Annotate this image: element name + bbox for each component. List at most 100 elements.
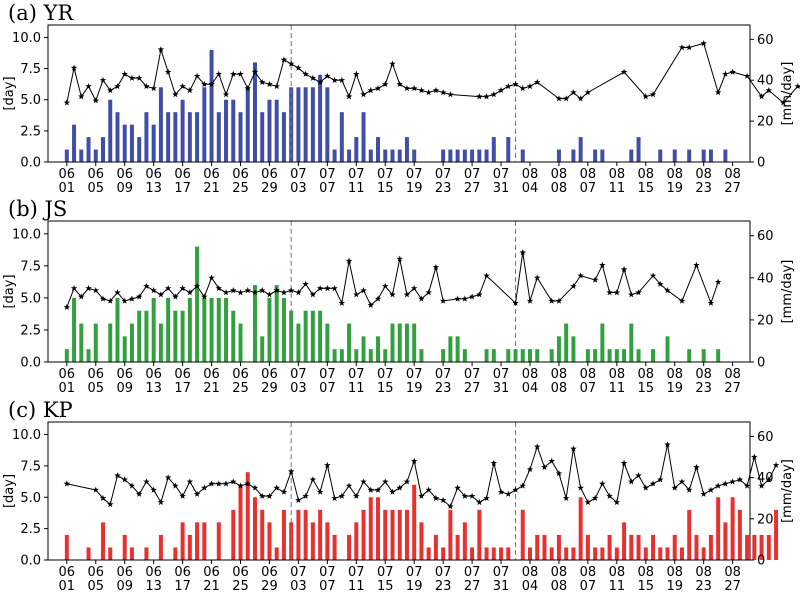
x-tick-day: 03 bbox=[290, 181, 307, 196]
bar bbox=[600, 547, 605, 560]
bar bbox=[629, 323, 634, 362]
x-tick-month: 06 bbox=[261, 367, 278, 382]
bar bbox=[622, 522, 627, 560]
precip-point bbox=[215, 70, 223, 77]
bar bbox=[108, 547, 113, 560]
y-tick-label: 10.0 bbox=[12, 227, 41, 242]
precip-point bbox=[150, 486, 157, 493]
bar bbox=[376, 336, 380, 362]
bar bbox=[86, 137, 91, 162]
bar bbox=[187, 297, 192, 362]
precip-point bbox=[316, 488, 324, 495]
precip-point bbox=[179, 284, 186, 292]
y-axis-label: [day] bbox=[2, 76, 17, 110]
bar bbox=[195, 522, 200, 560]
precip-point bbox=[432, 263, 440, 271]
precip-point bbox=[331, 494, 338, 501]
precip-point bbox=[476, 93, 483, 100]
precip-point bbox=[729, 68, 736, 75]
precip-point bbox=[512, 486, 519, 493]
precip-point bbox=[403, 478, 411, 485]
bar bbox=[231, 99, 236, 162]
bar bbox=[318, 310, 323, 362]
bar bbox=[600, 149, 605, 162]
precip-point bbox=[497, 488, 505, 495]
bar bbox=[310, 522, 315, 560]
precip-point bbox=[237, 482, 244, 489]
bar bbox=[267, 99, 272, 162]
x-tick-day: 23 bbox=[695, 381, 712, 396]
x-tick-day: 07 bbox=[580, 181, 597, 196]
precip-point bbox=[584, 89, 592, 96]
x-tick-month: 06 bbox=[145, 565, 162, 580]
y2-tick-label: 20 bbox=[757, 313, 774, 328]
precip-point bbox=[258, 287, 266, 294]
precip-point bbox=[164, 284, 172, 292]
panel-title: (c) KP bbox=[8, 398, 73, 422]
y-tick-label: 10.0 bbox=[12, 428, 41, 443]
precip-point bbox=[367, 486, 375, 493]
bar bbox=[636, 534, 641, 560]
bar bbox=[137, 137, 142, 162]
precip-markers bbox=[63, 249, 722, 311]
bar bbox=[173, 310, 178, 362]
y-tick-label: 5.0 bbox=[20, 291, 41, 306]
precip-markers bbox=[63, 441, 780, 510]
bar bbox=[404, 509, 409, 560]
precip-point bbox=[201, 484, 208, 491]
precip-point bbox=[345, 257, 353, 264]
precip-point bbox=[722, 480, 729, 487]
precip-point bbox=[599, 480, 606, 487]
bar bbox=[115, 297, 120, 362]
x-tick-day: 11 bbox=[348, 181, 365, 196]
precip-point bbox=[309, 74, 317, 81]
x-tick-month: 06 bbox=[59, 565, 76, 580]
precip-point bbox=[599, 261, 606, 268]
precip-point bbox=[273, 82, 280, 90]
precip-point bbox=[562, 95, 570, 102]
x-tick-month: 08 bbox=[695, 565, 712, 580]
precip-point bbox=[295, 289, 302, 296]
bar bbox=[93, 323, 98, 362]
precip-point bbox=[215, 480, 223, 487]
panel-2: 0.02.55.07.510.0020406006010605060906130… bbox=[2, 197, 795, 396]
bar bbox=[339, 112, 344, 162]
x-tick-day: 07 bbox=[580, 579, 597, 594]
panel-3: 0.02.55.07.510.0020406006010605060906130… bbox=[2, 398, 795, 594]
bar bbox=[549, 349, 554, 362]
bar bbox=[687, 149, 692, 162]
precip-point bbox=[635, 472, 642, 479]
bar bbox=[180, 310, 185, 362]
precip-point bbox=[534, 274, 541, 281]
x-tick-month: 08 bbox=[695, 367, 712, 382]
bar bbox=[607, 534, 612, 560]
bar bbox=[72, 297, 77, 362]
x-tick-month: 06 bbox=[145, 367, 162, 382]
bar bbox=[368, 349, 373, 362]
precip-point bbox=[389, 291, 396, 298]
y-tick-label: 2.5 bbox=[20, 124, 41, 139]
x-tick-month: 06 bbox=[174, 565, 191, 580]
x-tick-month: 08 bbox=[638, 565, 655, 580]
precip-point bbox=[685, 486, 693, 493]
bar bbox=[774, 509, 779, 560]
precip-point bbox=[186, 289, 194, 296]
bar bbox=[412, 484, 417, 560]
x-tick-month: 07 bbox=[319, 367, 336, 382]
x-tick-month: 07 bbox=[493, 565, 510, 580]
x-tick-month: 07 bbox=[290, 167, 307, 182]
precip-point bbox=[266, 291, 273, 298]
bar bbox=[614, 547, 619, 560]
x-tick-day: 17 bbox=[174, 579, 191, 594]
bar bbox=[231, 310, 236, 362]
precip-point bbox=[468, 293, 476, 300]
precip-point bbox=[78, 293, 85, 300]
bar bbox=[694, 534, 699, 560]
y2-tick-label: 40 bbox=[757, 271, 774, 286]
x-tick-month: 06 bbox=[116, 367, 133, 382]
bar bbox=[687, 349, 692, 362]
bar bbox=[252, 285, 257, 362]
precip-point bbox=[309, 476, 317, 483]
x-tick-day: 23 bbox=[435, 579, 452, 594]
y-axis-label: [day] bbox=[2, 274, 17, 308]
